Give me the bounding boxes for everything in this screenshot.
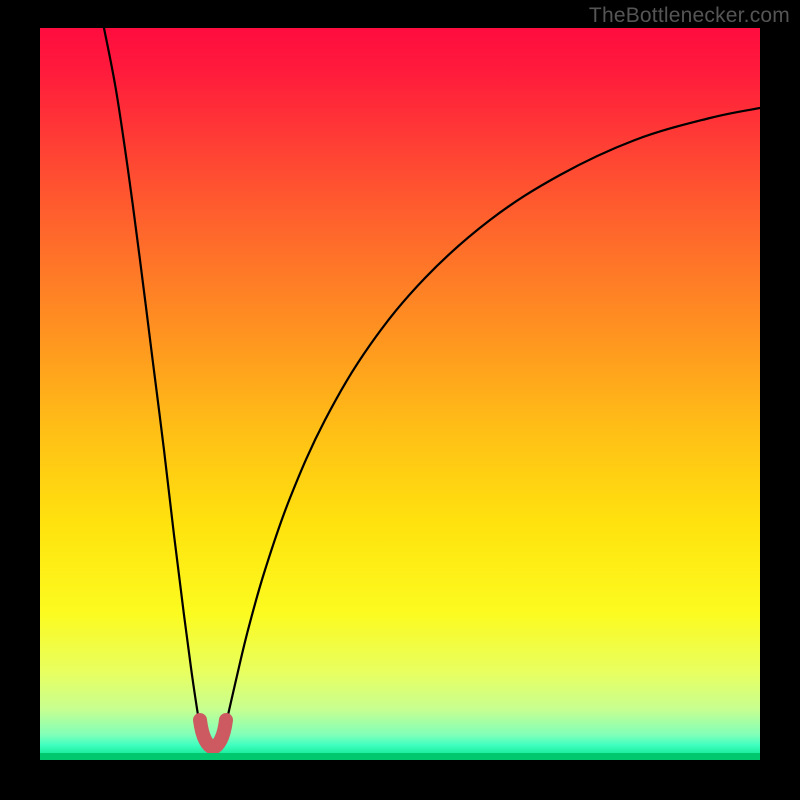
watermark-text: TheBottlenecker.com — [589, 4, 790, 28]
baseline-strip — [40, 753, 760, 760]
chart-container: TheBottlenecker.com — [0, 0, 800, 800]
plot-background — [40, 28, 760, 760]
bottleneck-chart — [0, 0, 800, 800]
